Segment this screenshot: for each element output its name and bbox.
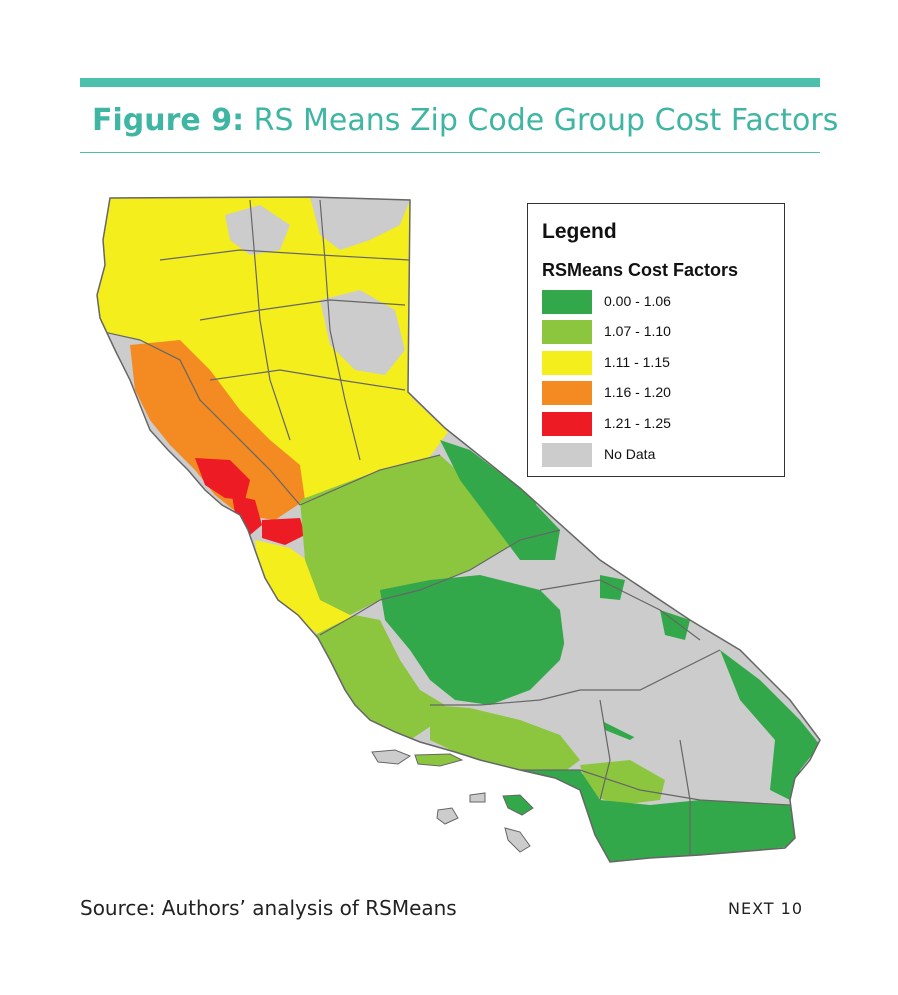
legend-swatch [542,381,592,405]
legend-item: 0.00 - 1.06 [542,290,772,314]
channel-islands [371,749,534,853]
legend-item: 1.21 - 1.25 [542,412,772,436]
legend-label: No Data [604,446,656,462]
legend-swatch [542,351,592,375]
region-sierra-green [440,440,560,560]
legend-swatch [542,412,592,436]
figure-label: Figure 9: [92,103,245,138]
region-slo-lightgreen [315,615,445,740]
island-3 [469,792,486,803]
region-east-green [720,650,820,800]
region-bay-red-1 [195,458,250,500]
legend-label: 1.11 - 1.15 [604,354,670,370]
island-1 [371,749,412,765]
island-6 [504,827,531,853]
region-central-coast-yellow [255,540,355,635]
region-green-patch-3 [600,575,625,600]
legend-label: 1.07 - 1.10 [604,323,671,339]
region-green-patch-2 [660,610,690,640]
legend-label: 1.21 - 1.25 [604,415,671,431]
legend-subtitle: RSMeans Cost Factors [542,260,739,280]
legend-label: 0.00 - 1.06 [604,293,671,309]
region-valley-lightgreen [300,455,520,615]
island-4 [502,794,534,816]
top-accent-rule [80,78,820,87]
region-north-yellow [97,197,448,505]
legend-item: 1.16 - 1.20 [542,381,772,405]
region-north-nodata-1 [310,197,410,250]
map-legend: Legend RSMeans Cost Factors 0.00 - 1.06 … [527,203,785,477]
source-note: Source: Authors’ analysis of RSMeans [80,896,457,920]
legend-swatch [542,320,592,344]
legend-item: 1.11 - 1.15 [542,351,772,375]
region-la-lightgreen [430,705,580,775]
figure-title: Figure 9: RS Means Zip Code Group Cost F… [92,103,838,138]
title-underline [80,152,820,153]
region-north-nodata-2 [320,290,405,375]
region-desert-nodata-2 [670,730,770,800]
brand-label: NEXT 10 [728,899,803,918]
legend-item: No Data [542,443,772,467]
legend-swatch [542,290,592,314]
region-north-nodata-3 [225,205,290,255]
region-bay-red-3 [262,518,305,545]
region-central-green [380,575,570,705]
island-5 [436,807,459,825]
legend-label: 1.16 - 1.20 [604,384,671,400]
map-boundaries [97,199,791,855]
region-south-green [520,770,800,862]
figure-title-text: RS Means Zip Code Group Cost Factors [253,103,839,138]
legend-item: 1.07 - 1.10 [542,320,772,344]
legend-swatch [542,443,592,467]
island-2 [414,753,464,767]
region-desert-nodata-1 [560,610,720,740]
region-bay-red-2 [232,495,262,535]
legend-title: Legend [542,220,617,243]
region-bay-orange [130,340,305,520]
